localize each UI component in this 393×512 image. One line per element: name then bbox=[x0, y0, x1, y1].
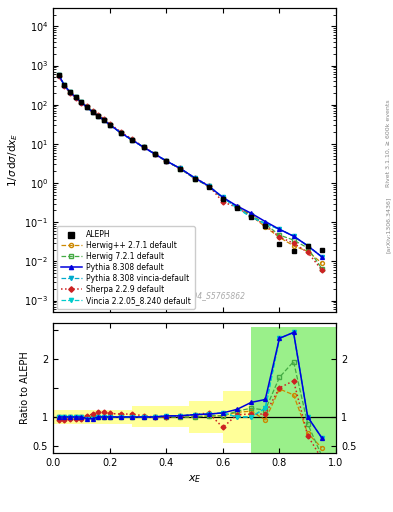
Text: Rivet 3.1.10, ≥ 600k events: Rivet 3.1.10, ≥ 600k events bbox=[386, 99, 391, 187]
X-axis label: $x_E$: $x_E$ bbox=[188, 474, 201, 485]
Text: ALEPH_2004_S5765862: ALEPH_2004_S5765862 bbox=[155, 291, 246, 300]
Text: [arXiv:1306.3436]: [arXiv:1306.3436] bbox=[386, 197, 391, 253]
Y-axis label: Ratio to ALEPH: Ratio to ALEPH bbox=[20, 351, 30, 424]
Legend: ALEPH, Herwig++ 2.7.1 default, Herwig 7.2.1 default, Pythia 8.308 default, Pythi: ALEPH, Herwig++ 2.7.1 default, Herwig 7.… bbox=[57, 226, 195, 309]
Y-axis label: $1/\sigma\,\mathrm{d}\sigma/\mathrm{d}x_E$: $1/\sigma\,\mathrm{d}\sigma/\mathrm{d}x_… bbox=[6, 133, 20, 187]
